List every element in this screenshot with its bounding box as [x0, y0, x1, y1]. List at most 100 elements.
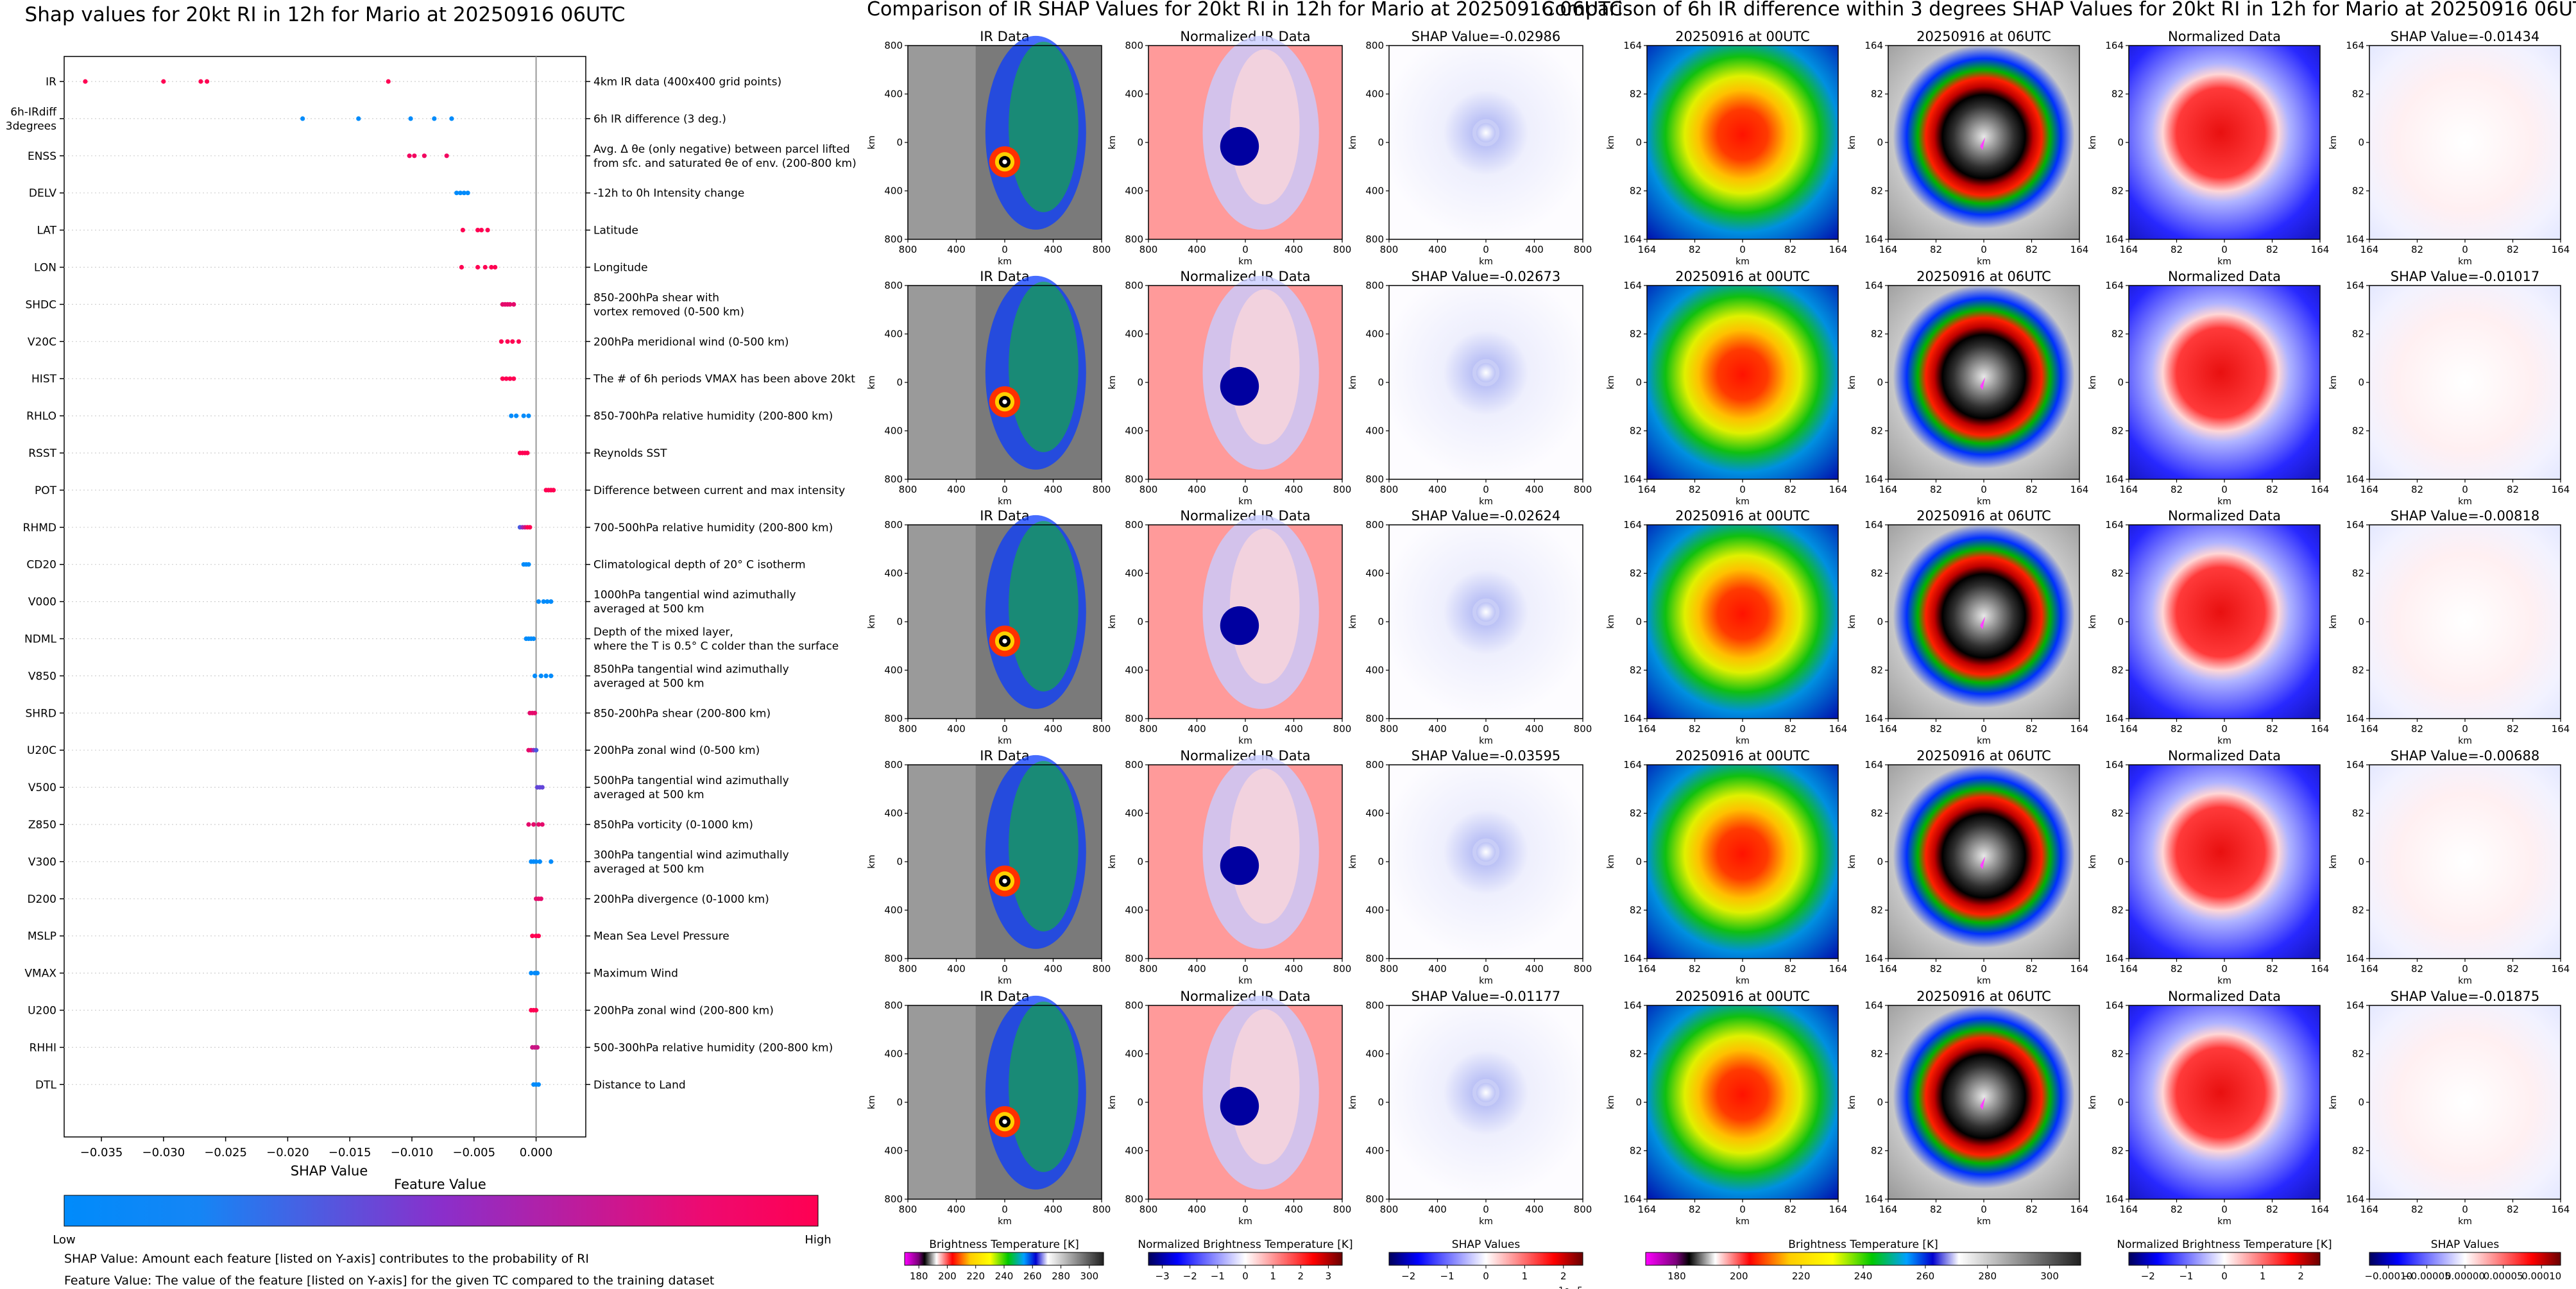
y-tick-label: 0	[1877, 1097, 1883, 1108]
x-tick-label: 400	[1525, 963, 1544, 975]
y-tick-label: 800	[884, 40, 903, 51]
x-tick-label: 800	[1093, 963, 1111, 975]
shap-point	[198, 79, 203, 84]
image-panel-norm: Normalized IR Data8008004004000040040080…	[1107, 508, 1351, 746]
y-tick-label: 82	[2111, 1145, 2124, 1157]
x-axis-label: km	[1736, 497, 1750, 507]
feature-description: Longitude	[593, 262, 648, 275]
shap-point	[461, 191, 466, 196]
colorbar-tick-label: −3	[1156, 1270, 1170, 1282]
image-panel-norm: Normalized IR Data8008004004000040040080…	[1107, 269, 1351, 507]
y-tick-label: 800	[1365, 40, 1384, 51]
feature-row-delv: DELV -12h to 0h Intensity change	[29, 187, 744, 200]
feature-description: Latitude	[593, 225, 638, 237]
x-tick-label: 164	[1879, 723, 1898, 735]
x-tick-label: 82	[1784, 244, 1796, 255]
feature-name: RHLO	[26, 410, 56, 423]
image-panel-d06: 20250916 at 06UTC1641648282008282164164k…	[1847, 748, 2088, 986]
feature-row-v500: V500 500hPa tangential wind azimuthally av…	[28, 774, 789, 801]
y-tick-label: 82	[2352, 1048, 2364, 1060]
x-tick-label: 82	[1689, 1204, 1701, 1215]
shap-point	[511, 302, 516, 307]
ir-eye	[1002, 399, 1007, 404]
x-tick-label: 800	[1333, 484, 1352, 495]
shap-summary-panel: Shap values for 20kt RI in 12h for Mario…	[6, 3, 857, 1288]
y-tick-label: 82	[2352, 568, 2364, 579]
feature-row-pot: POT Difference between current and max in…	[35, 484, 845, 497]
y-tick-label: 164	[2105, 713, 2124, 724]
y-tick-label: 82	[2352, 329, 2364, 340]
colorbar-label: Normalized Brightness Temperature [K]	[2117, 1238, 2332, 1251]
x-tick-label: 800	[1333, 1204, 1352, 1215]
y-axis-label: km	[1107, 615, 1118, 629]
colorbar-bar	[1148, 1252, 1343, 1266]
x-tick-label: 164	[2360, 484, 2379, 495]
y-tick-label: 0	[2358, 137, 2364, 148]
feature-row-u200: U200 200hPa zonal wind (200-800 km)	[28, 1005, 774, 1018]
y-tick-label: 164	[1623, 280, 1642, 291]
x-tick-label: 82	[1689, 963, 1701, 975]
panel-title: 20250916 at 06UTC	[1916, 29, 2051, 44]
y-axis-label: km	[1847, 855, 1857, 869]
ir-convection	[1009, 41, 1079, 212]
feature-name: HIST	[31, 373, 57, 386]
panel-title: 20250916 at 06UTC	[1916, 508, 2051, 524]
x-tick-label: 0	[1002, 723, 1008, 735]
feature-description: 850hPa tangential wind azimuthally	[593, 663, 789, 676]
x-tick-label: 0	[2221, 723, 2228, 735]
image-panel-d00: 20250916 at 00UTC1641648282008282164164k…	[1606, 29, 1847, 267]
shap-point	[504, 376, 509, 381]
x-axis-label: km	[998, 976, 1012, 986]
colorbar-label: SHAP Values	[1452, 1238, 1521, 1251]
y-tick-label: 0	[1635, 1097, 1642, 1108]
x-tick-label: 82	[2026, 244, 2038, 255]
feature-name: V300	[28, 856, 56, 869]
shap-point	[161, 79, 166, 84]
x-tick-label: 0	[1483, 484, 1489, 495]
y-tick-label: 82	[1871, 905, 1883, 916]
shap-point	[408, 116, 413, 121]
y-tick-label: 164	[2105, 280, 2124, 291]
shap-image	[1389, 286, 1583, 479]
diff-center-mark	[1980, 377, 1986, 391]
y-tick-label: 400	[1365, 89, 1384, 100]
feature-description: 200hPa divergence (0-1000 km)	[593, 893, 769, 906]
ir-cloud-left	[908, 765, 976, 959]
y-axis-label: km	[1107, 375, 1118, 389]
x-tick-label: 164	[1879, 244, 1898, 255]
x-tick-label: 82	[2411, 723, 2423, 735]
x-tick-label: 800	[1093, 723, 1111, 735]
y-tick-label: 164	[1623, 1193, 1642, 1205]
shap-point	[536, 934, 542, 939]
y-tick-label: 164	[2346, 40, 2364, 51]
x-tick-label: 82	[2026, 963, 2038, 975]
diff-norm-image	[2129, 46, 2320, 239]
panel-title: SHAP Value=-0.01177	[1412, 989, 1561, 1004]
feature-description: Mean Sea Level Pressure	[593, 930, 729, 943]
shap-title: Shap values for 20kt RI in 12h for Mario…	[25, 3, 626, 26]
y-tick-label: 164	[1864, 1193, 1883, 1205]
y-tick-label: 800	[884, 759, 903, 771]
shap-point	[526, 562, 531, 567]
y-tick-label: 0	[1635, 856, 1642, 867]
colorbar-label: SHAP Values	[2431, 1238, 2500, 1251]
x-tick-label: 164	[1879, 963, 1898, 975]
x-tick-label: 0	[1483, 1204, 1489, 1215]
feature-description: 200hPa meridional wind (0-500 km)	[593, 336, 789, 348]
colorbar-tick-label: 280	[1052, 1270, 1070, 1282]
x-tick-label: 0	[1002, 1204, 1008, 1215]
y-tick-label: 0	[1877, 616, 1883, 627]
panel-title: SHAP Value=-0.00688	[2391, 748, 2540, 764]
x-tick-label: 800	[1380, 484, 1399, 495]
colorbar-bar	[1388, 1252, 1583, 1266]
x-axis-label: km	[2217, 976, 2231, 986]
x-tick-label: −0.025	[204, 1146, 247, 1159]
feature-description: Avg. Δ θe (only negative) between parcel…	[593, 143, 850, 156]
y-axis-label: km	[1107, 1095, 1118, 1109]
y-axis-label: km	[1107, 855, 1118, 869]
y-tick-label: 400	[884, 185, 903, 197]
x-tick-label: 400	[947, 244, 966, 255]
shap-point	[449, 116, 454, 121]
y-tick-label: 82	[1871, 329, 1883, 340]
y-tick-label: 800	[1365, 474, 1384, 485]
